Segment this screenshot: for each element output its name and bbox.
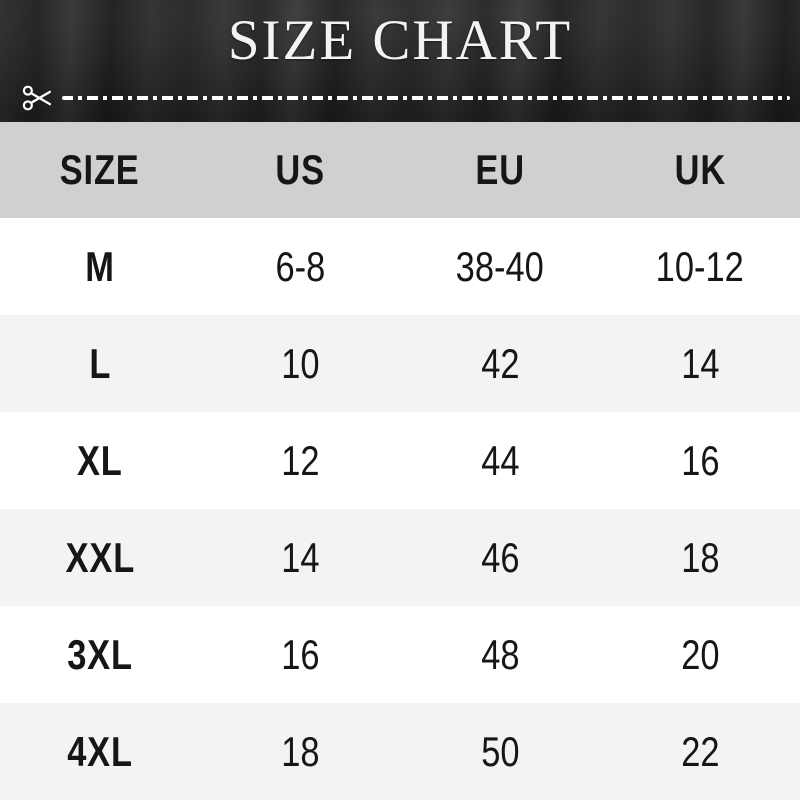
- uk-value: 18: [680, 533, 720, 581]
- uk-value: 20: [680, 630, 720, 678]
- us-value: 10: [280, 339, 320, 387]
- page-title: SIZE CHART: [227, 9, 573, 72]
- cell-size: 3XL: [0, 606, 200, 703]
- cell-size: XL: [0, 412, 200, 509]
- cell-size: XXL: [0, 509, 200, 606]
- cell-us: 12: [200, 412, 400, 509]
- size-label: 4XL: [67, 727, 133, 775]
- uk-value: 22: [680, 727, 720, 775]
- scissors-icon: [22, 85, 51, 111]
- cell-size: 4XL: [0, 703, 200, 800]
- cell-size: M: [0, 218, 200, 315]
- table-row-3xl: 3XL 16 48 20: [0, 606, 800, 703]
- uk-value: 10-12: [655, 242, 745, 290]
- uk-value: 16: [680, 436, 720, 484]
- cut-line: [22, 82, 790, 114]
- size-label: L: [89, 339, 111, 387]
- cell-eu: 50: [400, 703, 600, 800]
- table-row-l: L 10 42 14: [0, 315, 800, 412]
- us-value: 6-8: [275, 242, 325, 290]
- header-label-uk: UK: [674, 146, 726, 193]
- eu-value: 48: [480, 630, 520, 678]
- cell-us: 14: [200, 509, 400, 606]
- cell-us: 6-8: [200, 218, 400, 315]
- header-label-size: SIZE: [60, 146, 140, 193]
- table-row-m: M 6-8 38-40 10-12: [0, 218, 800, 315]
- table-row-4xl: 4XL 18 50 22: [0, 703, 800, 800]
- cell-us: 10: [200, 315, 400, 412]
- eu-value: 44: [480, 436, 520, 484]
- size-label: 3XL: [67, 630, 133, 678]
- size-chart-table: SIZE US EU UK M 6-8 38-40 10-12 L 10 42 …: [0, 122, 800, 800]
- cell-uk: 20: [600, 606, 800, 703]
- cell-uk: 10-12: [600, 218, 800, 315]
- uk-value: 14: [680, 339, 720, 387]
- cell-uk: 18: [600, 509, 800, 606]
- size-label: XXL: [65, 533, 135, 581]
- eu-value: 38-40: [455, 242, 545, 290]
- us-value: 18: [280, 727, 320, 775]
- cell-uk: 16: [600, 412, 800, 509]
- eu-value: 42: [480, 339, 520, 387]
- cell-eu: 46: [400, 509, 600, 606]
- us-value: 14: [280, 533, 320, 581]
- size-label: XL: [77, 436, 123, 484]
- banner: SIZE CHART: [0, 0, 800, 122]
- cell-eu: 38-40: [400, 218, 600, 315]
- cell-us: 16: [200, 606, 400, 703]
- dashed-cut-line: [62, 96, 790, 100]
- cell-eu: 44: [400, 412, 600, 509]
- header-label-eu: EU: [475, 146, 525, 193]
- cell-eu: 48: [400, 606, 600, 703]
- cell-eu: 42: [400, 315, 600, 412]
- header-cell-size: SIZE: [0, 122, 200, 218]
- cell-us: 18: [200, 703, 400, 800]
- us-value: 16: [280, 630, 320, 678]
- header-label-us: US: [275, 146, 325, 193]
- table-header-row: SIZE US EU UK: [0, 122, 800, 218]
- table-row-xl: XL 12 44 16: [0, 412, 800, 509]
- header-cell-uk: UK: [600, 122, 800, 218]
- us-value: 12: [280, 436, 320, 484]
- eu-value: 46: [480, 533, 520, 581]
- cell-size: L: [0, 315, 200, 412]
- table-row-xxl: XXL 14 46 18: [0, 509, 800, 606]
- cell-uk: 14: [600, 315, 800, 412]
- size-label: M: [85, 242, 115, 290]
- header-cell-eu: EU: [400, 122, 600, 218]
- cell-uk: 22: [600, 703, 800, 800]
- header-cell-us: US: [200, 122, 400, 218]
- eu-value: 50: [480, 727, 520, 775]
